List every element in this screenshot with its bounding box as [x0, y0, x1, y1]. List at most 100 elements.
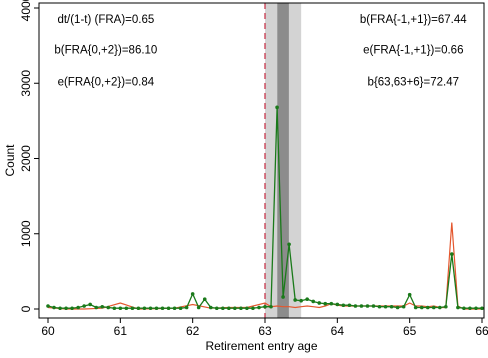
series-point	[269, 304, 273, 309]
series-point	[130, 306, 135, 311]
series-point	[275, 105, 279, 110]
series-point	[293, 298, 297, 302]
series-point	[82, 304, 86, 308]
series-point	[214, 306, 219, 311]
series-point	[438, 305, 442, 310]
annotations: dt/(1-t) (FRA)=0.65 b(FRA{0,+2})=86.10 e(F…	[54, 14, 467, 88]
series-point	[202, 297, 207, 302]
series-point	[480, 306, 484, 311]
series-point	[118, 306, 123, 311]
y-axis-title: Count	[3, 144, 17, 177]
series-point	[450, 252, 454, 256]
series-point	[287, 242, 291, 247]
x-tick-label: 66	[475, 324, 488, 338]
x-tick-label: 65	[403, 324, 417, 338]
series-point	[196, 305, 201, 310]
series-point	[154, 306, 159, 311]
series-point	[58, 306, 62, 311]
series-point	[136, 306, 141, 311]
series-point	[341, 303, 346, 308]
series-point	[178, 306, 183, 311]
series-point	[371, 304, 376, 308]
series-point	[221, 306, 225, 311]
series-point	[299, 298, 303, 303]
annotation-4: e(FRA{-1,+1})=0.66	[363, 45, 463, 57]
x-tick-label: 62	[186, 324, 200, 338]
series-point	[112, 306, 117, 311]
series-point	[456, 305, 460, 310]
series-point	[263, 304, 267, 309]
series-point	[317, 301, 322, 305]
series-point	[148, 306, 153, 311]
series-point	[124, 306, 129, 311]
series-point	[425, 305, 430, 310]
series-layer	[46, 105, 484, 311]
series-point	[474, 306, 478, 311]
y-tick-label: 3000	[19, 70, 33, 97]
annotation-2: e(FRA{0,+2})=0.84	[58, 77, 155, 89]
series-point	[46, 304, 50, 308]
plot-frame	[38, 2, 485, 319]
series-point	[329, 301, 334, 306]
annotation-0: dt/(1-t) (FRA)=0.65	[57, 14, 154, 26]
series-point	[106, 305, 111, 310]
annotation-3: b(FRA{-1,+1})=67.44	[360, 14, 467, 26]
series-point	[335, 302, 340, 307]
shaded-bands	[265, 3, 302, 318]
annotation-1: b(FRA{0,+2})=86.10	[54, 45, 157, 57]
series-point	[64, 306, 68, 311]
series-point	[395, 305, 400, 310]
series-point	[468, 306, 472, 311]
series-point	[160, 306, 165, 311]
series-point	[52, 305, 56, 310]
series-point	[208, 305, 213, 310]
series-point	[347, 303, 352, 308]
series-point	[76, 305, 80, 310]
series-point	[401, 304, 406, 309]
series-point	[184, 305, 189, 310]
x-axis-title: Retirement entry age	[205, 339, 317, 353]
shaded-band-1	[277, 3, 289, 318]
series-point	[311, 299, 316, 304]
series-point	[70, 306, 74, 311]
y-tick-label: 1000	[19, 220, 33, 247]
series-point	[245, 306, 249, 311]
series-point	[377, 304, 382, 309]
series-point	[94, 305, 99, 310]
series-point	[239, 306, 243, 311]
series-point	[365, 304, 370, 308]
series-point	[100, 304, 105, 309]
y-tick-label: 0	[19, 305, 33, 312]
series-point	[431, 305, 436, 310]
series-point	[413, 305, 418, 310]
series-point	[383, 304, 388, 309]
series-point	[353, 304, 358, 308]
x-tick-label: 60	[41, 324, 55, 338]
x-tick-label: 61	[114, 324, 128, 338]
series-point	[281, 295, 285, 299]
x-tick-label: 63	[258, 324, 272, 338]
y-tick-label: 2000	[19, 145, 33, 172]
series-point	[88, 302, 92, 307]
series-point	[305, 297, 309, 302]
series-point	[251, 306, 255, 311]
series-point	[444, 304, 448, 309]
series-point	[389, 304, 394, 309]
series-point	[359, 304, 364, 308]
series-point	[407, 292, 412, 297]
x-axis: 60 61 62 63 64 65 66	[41, 318, 488, 338]
series-point	[257, 305, 261, 310]
series-point	[166, 306, 171, 311]
series-point	[233, 306, 237, 311]
annotation-5: b{63,63+6}=72.47	[368, 77, 459, 89]
y-axis: 0 1000 2000 3000 4000	[19, 0, 39, 312]
series-point	[172, 306, 177, 311]
series-point	[323, 301, 328, 306]
y-tick-label: 4000	[19, 0, 33, 21]
series-point	[419, 305, 424, 310]
series-point	[190, 292, 195, 296]
series-point	[462, 306, 466, 311]
x-tick-label: 64	[331, 324, 345, 338]
series-point	[227, 306, 231, 311]
